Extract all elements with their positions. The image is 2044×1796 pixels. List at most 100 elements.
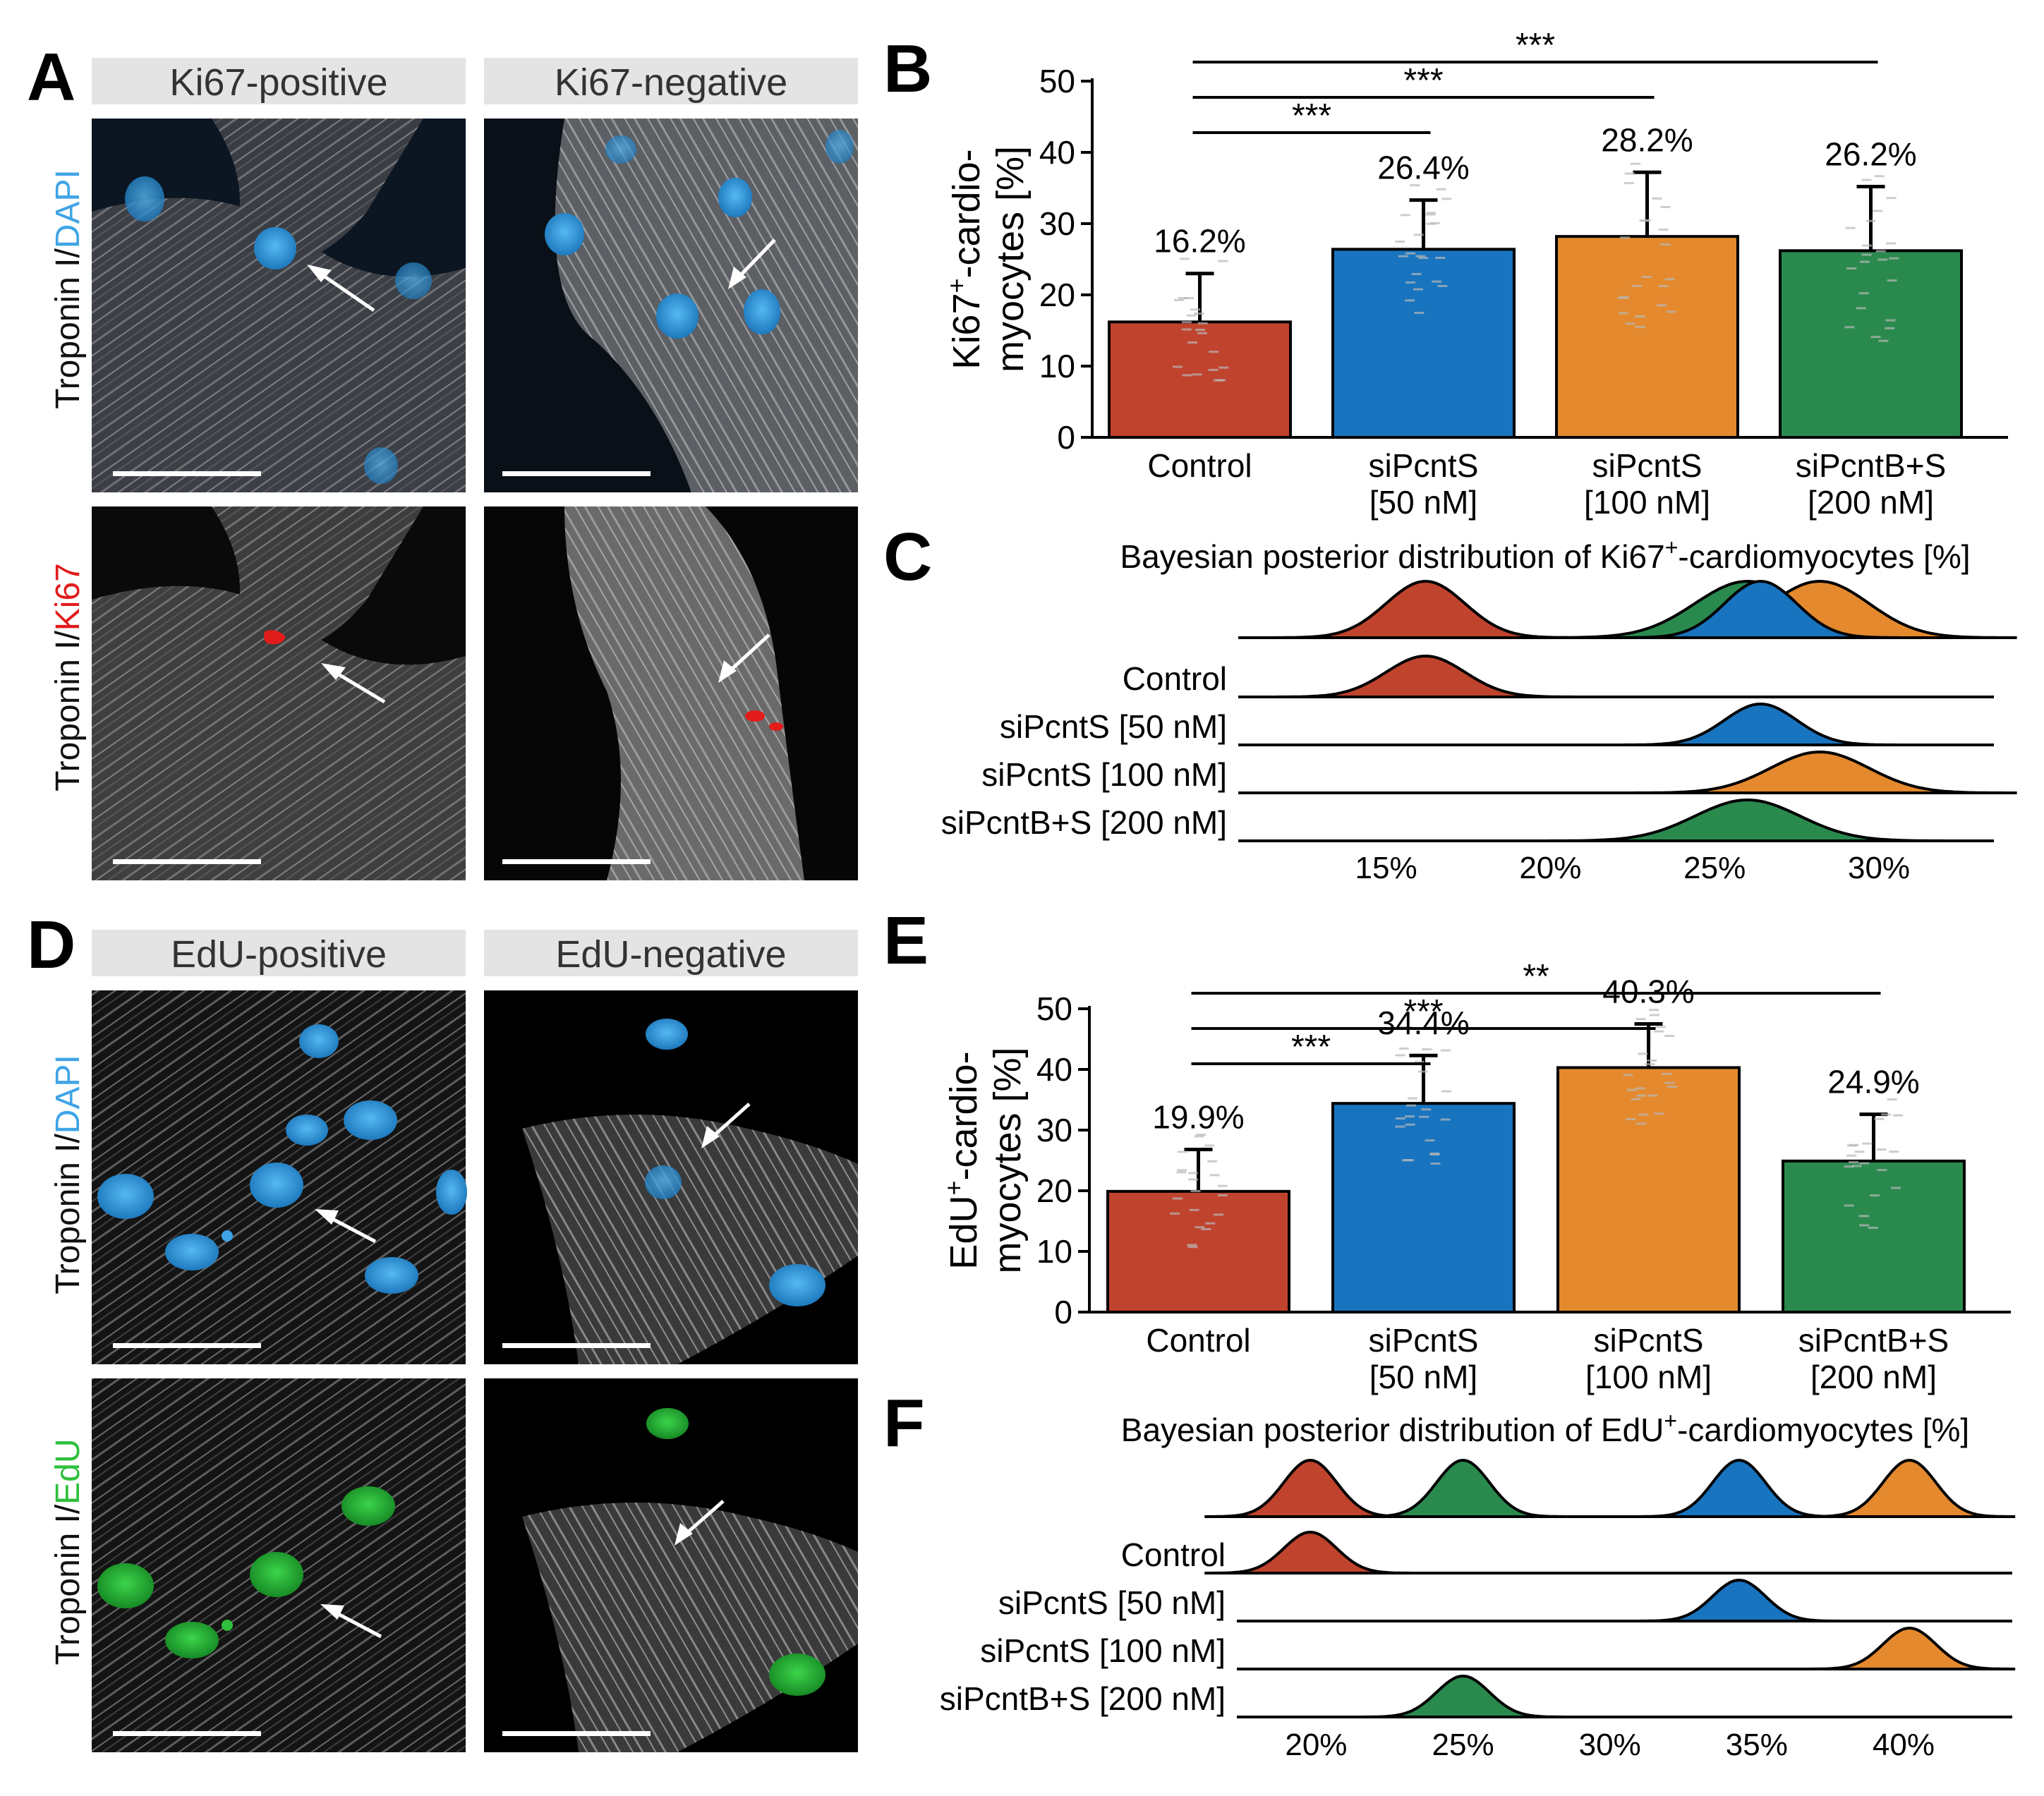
value-label: 40.3% bbox=[1602, 973, 1694, 1010]
x-tick-label: 30% bbox=[1579, 1728, 1641, 1762]
y-tick-label: 10 bbox=[1039, 348, 1075, 384]
micrograph-edu-neg-edu bbox=[484, 1378, 858, 1752]
series-label: siPcntB+S [200 nM] bbox=[941, 804, 1227, 841]
overlay-density-0 bbox=[1267, 579, 1583, 639]
x-tick-label: [50 nM] bbox=[1369, 1359, 1477, 1395]
x-tick-label: 15% bbox=[1355, 851, 1417, 885]
y-tick-label: 40 bbox=[1039, 134, 1075, 171]
micrograph-edu-neg-dapi bbox=[484, 990, 858, 1364]
density-2 bbox=[1803, 1626, 2016, 1670]
panel-letter-e: E bbox=[883, 903, 929, 978]
x-tick-label: [200 nM] bbox=[1810, 1359, 1937, 1395]
header-ki67-negative: Ki67-negative bbox=[555, 61, 787, 104]
series-label: siPcntS [100 nM] bbox=[980, 1632, 1226, 1669]
y-axis-label-line2: myocytes [%] bbox=[986, 1047, 1029, 1273]
panel-letter-d: D bbox=[27, 907, 75, 983]
x-tick-label: 35% bbox=[1726, 1728, 1788, 1762]
x-tick-label: [50 nM] bbox=[1369, 484, 1477, 521]
overlay-density-2 bbox=[1803, 1458, 2016, 1518]
x-tick-label: 20% bbox=[1519, 851, 1581, 885]
bar-2 bbox=[1556, 1066, 1741, 1314]
panel-letter-f: F bbox=[883, 1385, 925, 1461]
y-axis-label-line2: myocytes [%] bbox=[989, 146, 1032, 372]
bar-0 bbox=[1108, 320, 1292, 439]
value-label: 26.4% bbox=[1377, 150, 1469, 186]
y-tick-label: 0 bbox=[1054, 1294, 1072, 1330]
bar-1 bbox=[1331, 248, 1516, 439]
row-label-troponin-edu: Troponin I/EdU bbox=[49, 1438, 87, 1665]
header-ki67-positive: Ki67-positive bbox=[169, 61, 387, 104]
y-tick-label: 30 bbox=[1039, 205, 1075, 242]
ridgeline-chart-ki67: C Bayesian posterior distribution of Ki6… bbox=[883, 519, 2017, 885]
micro-panel-bottom: D EdU-positive EdU-negative Troponin I/D… bbox=[27, 907, 858, 1752]
header-bg-edu-negative bbox=[484, 930, 858, 976]
significance-label: *** bbox=[1292, 97, 1331, 135]
header-bg-ki67-negative bbox=[484, 58, 858, 104]
header-bg-edu-positive bbox=[92, 930, 466, 976]
row-label-troponin-dapi-top: Troponin I/DAPI bbox=[49, 169, 87, 409]
x-tick-label: siPcntS bbox=[1594, 1322, 1704, 1359]
bar-chart-ki67: B 0 10 20 30 40 50 Ki67+-cardio-myocytes [%] 16… bbox=[883, 27, 2008, 521]
overlay-density-0 bbox=[1204, 1458, 1416, 1518]
significance-label: *** bbox=[1403, 62, 1443, 99]
bar-3 bbox=[1779, 249, 1963, 439]
x-tick-label: [100 nM] bbox=[1585, 1359, 1712, 1395]
micrograph-ki67-pos-ki67 bbox=[92, 506, 466, 880]
ridgeline-title: Bayesian posterior distribution of EdU+-… bbox=[1121, 1408, 1969, 1448]
density-3 bbox=[1537, 798, 1958, 842]
panel-letter-c: C bbox=[883, 519, 932, 595]
row-label-troponin-dapi-bottom: Troponin I/DAPI bbox=[49, 1055, 87, 1294]
row-label-troponin-ki67: Troponin I/Ki67 bbox=[49, 563, 87, 791]
panel-letter-b: B bbox=[883, 31, 932, 107]
density-1 bbox=[1616, 702, 1906, 746]
density-3 bbox=[1357, 1674, 1569, 1718]
ridgeline-chart-edu: F Bayesian posterior distribution of EdU… bbox=[883, 1385, 2016, 1762]
x-tick-label: 25% bbox=[1683, 851, 1746, 885]
micrograph-ki67-pos-dapi bbox=[92, 119, 466, 492]
x-tick-label: 30% bbox=[1848, 851, 1910, 885]
micro-panel-top: A Ki67-positive Ki67-negative Troponin I… bbox=[27, 40, 858, 880]
value-label: 24.9% bbox=[1827, 1064, 1919, 1100]
y-tick-label: 50 bbox=[1036, 990, 1072, 1027]
series-label: Control bbox=[1123, 660, 1227, 697]
overlay-density-1 bbox=[1633, 1458, 1845, 1518]
significance-label: *** bbox=[1403, 993, 1443, 1031]
y-axis-label-line1: Ki67+-cardio- bbox=[942, 149, 988, 369]
series-label: siPcntB+S [200 nM] bbox=[940, 1680, 1226, 1717]
significance-label: *** bbox=[1291, 1029, 1331, 1066]
density-0 bbox=[1267, 654, 1583, 698]
value-label: 16.2% bbox=[1154, 223, 1245, 260]
density-0 bbox=[1204, 1530, 1416, 1574]
y-tick-label: 20 bbox=[1036, 1172, 1072, 1209]
bar-3 bbox=[1782, 1159, 1966, 1313]
series-label: siPcntS [50 nM] bbox=[1000, 708, 1227, 745]
y-tick-label: 40 bbox=[1036, 1051, 1072, 1088]
y-tick-label: 50 bbox=[1039, 63, 1075, 99]
series-label: Control bbox=[1121, 1536, 1226, 1573]
y-tick-label: 10 bbox=[1036, 1233, 1072, 1270]
micrograph-edu-pos-edu bbox=[92, 1378, 466, 1752]
micrograph-ki67-neg-ki67 bbox=[484, 506, 858, 880]
series-label: siPcntS [50 nM] bbox=[998, 1584, 1226, 1621]
overlay-density-1 bbox=[1616, 579, 1906, 639]
significance-label: ** bbox=[1523, 958, 1549, 995]
micrograph-edu-pos-dapi bbox=[92, 990, 467, 1364]
panel-letter-a: A bbox=[27, 40, 75, 115]
series-label: siPcntS [100 nM] bbox=[981, 756, 1227, 793]
x-tick-label: siPcntB+S bbox=[1798, 1322, 1949, 1359]
header-edu-negative: EdU-negative bbox=[555, 933, 786, 976]
micrograph-ki67-neg-dapi bbox=[484, 119, 858, 492]
value-label: 26.2% bbox=[1825, 135, 1916, 172]
bar-1 bbox=[1331, 1102, 1516, 1314]
x-tick-label: siPcntS bbox=[1369, 447, 1479, 484]
y-tick-label: 30 bbox=[1036, 1112, 1072, 1148]
value-label: 19.9% bbox=[1152, 1099, 1244, 1136]
x-tick-label: 20% bbox=[1285, 1728, 1347, 1762]
x-tick-label: Control bbox=[1147, 447, 1252, 484]
bar-0 bbox=[1106, 1189, 1290, 1313]
x-tick-label: [100 nM] bbox=[1584, 484, 1710, 521]
y-tick-label: 20 bbox=[1039, 277, 1075, 313]
header-edu-positive: EdU-positive bbox=[171, 933, 387, 976]
y-axis-label-line1: EdU+-cardio- bbox=[939, 1051, 986, 1269]
x-tick-label: 25% bbox=[1432, 1728, 1494, 1762]
